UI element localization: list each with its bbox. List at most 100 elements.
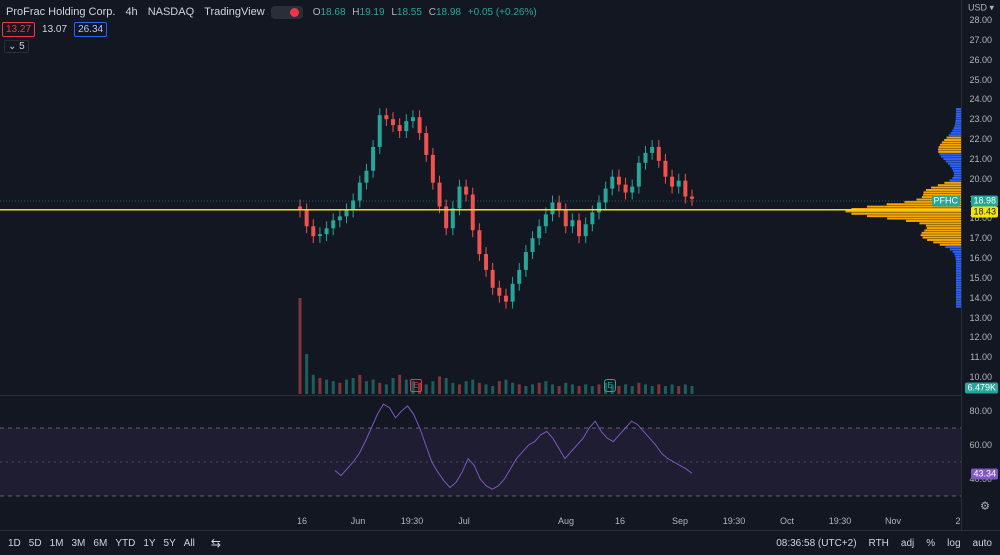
price-tick: 27.00 [969, 34, 992, 45]
price-tick: 26.00 [969, 54, 992, 65]
source-label: TradingView [204, 6, 265, 18]
auto-scale-button[interactable]: auto [972, 537, 992, 549]
candle-body [577, 220, 582, 237]
profile-bar [950, 131, 962, 134]
high-label: H [352, 6, 360, 18]
volume-bar [351, 378, 355, 394]
range-button-1d[interactable]: 1D [8, 537, 21, 549]
range-button-ytd[interactable]: YTD [115, 537, 136, 549]
price-tick: 28.00 [969, 15, 992, 25]
candle-body [676, 180, 681, 187]
ohlc-values: O18.68 H19.19 L18.55 C18.98 +0.05 (+0.26… [313, 7, 541, 18]
rsi-tick: 60.00 [969, 440, 992, 450]
visibility-toggle[interactable] [270, 5, 303, 19]
volume-bar [650, 386, 654, 394]
profile-bar [939, 153, 962, 156]
profile-bar [923, 191, 962, 194]
volume-bar [544, 381, 548, 394]
line-price-badge: 18.43 [971, 206, 998, 218]
symbol-name[interactable]: ProFrac Holding Corp. [6, 6, 116, 18]
range-button-1m[interactable]: 1M [49, 537, 64, 549]
volume-bar [683, 384, 687, 394]
range-button-3m[interactable]: 3M [71, 537, 86, 549]
profile-bar [925, 224, 962, 227]
volume-bar [338, 382, 342, 394]
symbol-badge: PFHC [931, 195, 960, 207]
calendar-range-icon[interactable]: ⇆ [210, 536, 221, 550]
volume-bar [604, 382, 608, 394]
candle-body [663, 160, 668, 177]
volume-bar [630, 386, 634, 394]
time-tick: Jun [350, 516, 366, 526]
clock-time[interactable]: 08:36:58 (UTC+2) [776, 537, 857, 549]
profile-bar [943, 158, 962, 161]
price-tick: 10.00 [969, 372, 992, 382]
rsi-badge: 43.34 [971, 468, 998, 480]
price-tick: 11.00 [970, 352, 992, 363]
profile-bar [920, 234, 962, 237]
bid-price[interactable]: 13.27 [2, 22, 36, 37]
adjust-button[interactable]: adj [900, 537, 915, 549]
session-button[interactable]: RTH [868, 537, 889, 549]
range-button-5y[interactable]: 5Y [163, 537, 176, 549]
volume-bar [418, 382, 422, 394]
candle-body [583, 224, 588, 237]
profile-bar [954, 253, 962, 256]
profile-bar [949, 248, 962, 251]
candle-body [417, 117, 422, 134]
axis-settings-icon[interactable]: ⚙ [980, 500, 990, 513]
indicator-collapse-button[interactable]: ⌄ 5 [4, 40, 29, 53]
candle-body [510, 283, 515, 302]
volume-bar [570, 384, 574, 394]
profile-bar [953, 127, 962, 130]
volume-bar [444, 378, 448, 394]
time-axis[interactable]: 16 Jun 19:30 Jul Aug 16 Sep 19:30 Oct 19:30 Nov 2 [0, 514, 962, 530]
earnings-marker[interactable]: E [410, 379, 422, 392]
volume-bar [464, 381, 468, 394]
volume-bar [677, 386, 681, 394]
profile-bar [956, 286, 962, 289]
volume-bar [404, 379, 408, 394]
profile-bar [955, 112, 962, 115]
rsi-pane[interactable] [0, 397, 962, 514]
range-button-all[interactable]: All [183, 537, 195, 549]
candle-body [470, 194, 475, 231]
percent-scale-button[interactable]: % [926, 537, 936, 549]
volume-bar [398, 374, 402, 394]
price-tick: 20.00 [969, 173, 992, 184]
ask-price[interactable]: 26.34 [74, 22, 108, 37]
candle-body [563, 210, 568, 227]
candle-body [630, 186, 635, 193]
candle-body [344, 210, 349, 217]
currency-label[interactable]: USD ▾ [967, 2, 994, 13]
last-price-badge: 18.98 [971, 195, 998, 207]
price-tick: 16.00 [969, 253, 992, 263]
range-button-5d[interactable]: 5D [28, 537, 42, 549]
price-axis[interactable]: USD ▾ 28.00 27.00 26.00 25.00 24.00 23.00 22.0… [931, 0, 1000, 530]
range-button-1y[interactable]: 1Y [143, 537, 156, 549]
profile-bar [955, 119, 962, 122]
profile-bar [927, 238, 962, 241]
spread-price: 13.07 [42, 24, 68, 35]
profile-bar [941, 155, 962, 158]
volume-bar [364, 381, 368, 394]
dividend-marker[interactable]: E [604, 379, 616, 392]
profile-bar [953, 174, 962, 177]
profile-bar [955, 122, 962, 125]
candle-body [603, 188, 608, 203]
log-scale-button[interactable]: log [947, 537, 961, 549]
candle-body [337, 216, 342, 221]
interval-label[interactable]: 4h [125, 6, 138, 18]
candle-body [377, 115, 382, 147]
price-chart[interactable] [0, 0, 962, 396]
profile-bar [955, 269, 962, 272]
open-value: 18.68 [320, 6, 346, 18]
price-tick: 22.00 [969, 134, 992, 144]
profile-bar [945, 160, 962, 163]
range-button-6m[interactable]: 6M [93, 537, 108, 549]
candle-body [550, 202, 555, 215]
pane-divider[interactable] [0, 395, 1000, 396]
profile-bar [955, 115, 962, 118]
candle-body [298, 206, 302, 211]
profile-bar [955, 265, 962, 268]
